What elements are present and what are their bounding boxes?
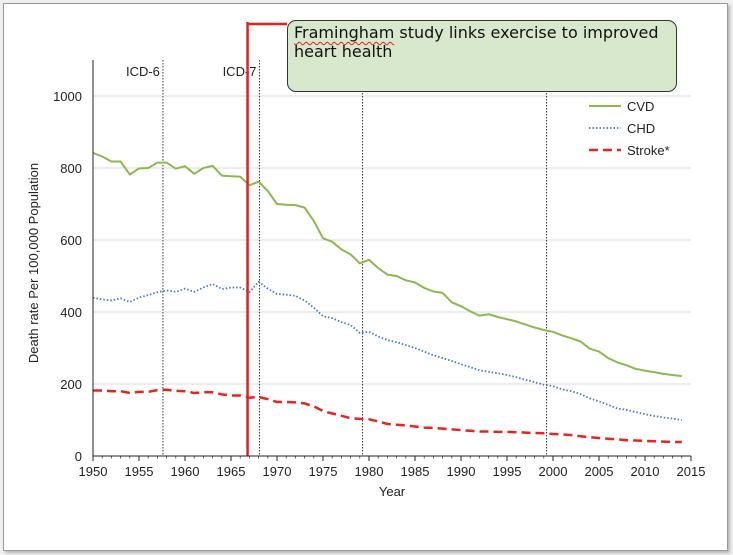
x-axis-title: Year	[379, 484, 406, 499]
legend-label: CHD	[627, 121, 655, 136]
x-tick-label: 2000	[539, 464, 568, 479]
x-tick-label: 1950	[79, 464, 108, 479]
x-tick-label: 1960	[171, 464, 200, 479]
series-line-chd	[92, 280, 682, 421]
axes: 0 200 400 600 800 1000 1950 1955 1960 1965 1970 197…	[26, 60, 705, 499]
y-tick-label: 1000	[53, 89, 82, 104]
x-tick-label: 1965	[217, 464, 246, 479]
revision-label: ICD-6	[126, 64, 160, 79]
x-tick-label: 1985	[401, 464, 430, 479]
chart-window: ICD-6 ICD-7 0 200 400 600 800 1000 1950 1955 1960…	[3, 3, 728, 551]
icd-revision-lines: ICD-6 ICD-7	[126, 60, 548, 456]
y-tick-label: 0	[75, 449, 82, 464]
series-line-stroke	[93, 388, 682, 444]
x-tick-label: 1980	[355, 464, 384, 479]
y-tick-label: 400	[60, 305, 82, 320]
x-tick-label: 1970	[263, 464, 292, 479]
line-chart: ICD-6 ICD-7 0 200 400 600 800 1000 1950 1955 1960…	[26, 22, 705, 499]
y-tick-label: 800	[60, 161, 82, 176]
x-tick-label: 1955	[125, 464, 154, 479]
x-tick-label: 1995	[493, 464, 522, 479]
legend: CVD CHD Stroke*	[589, 99, 670, 158]
y-axis-title: Death rate Per 100,000 Population	[26, 163, 41, 363]
legend-label: CVD	[627, 99, 654, 114]
x-tick-label: 2005	[585, 464, 614, 479]
revision-label: ICD-7	[223, 64, 257, 79]
x-tick-label: 1975	[309, 464, 338, 479]
series-line-cvd	[92, 151, 682, 378]
gridlines	[93, 95, 691, 385]
x-tick-label: 2015	[677, 464, 706, 479]
callout-text: study links exercise to improved heart h…	[294, 23, 659, 61]
x-tick-label: 1990	[447, 464, 476, 479]
callout-highlighted-word: Framingham	[294, 23, 395, 42]
annotation-callout: Framingham study links exercise to impro…	[287, 20, 677, 92]
x-tick-label: 2010	[631, 464, 660, 479]
legend-label: Stroke*	[627, 143, 670, 158]
annotation-marker	[246, 22, 287, 456]
y-tick-label: 600	[60, 233, 82, 248]
y-tick-label: 200	[60, 377, 82, 392]
series-lines	[92, 151, 682, 444]
